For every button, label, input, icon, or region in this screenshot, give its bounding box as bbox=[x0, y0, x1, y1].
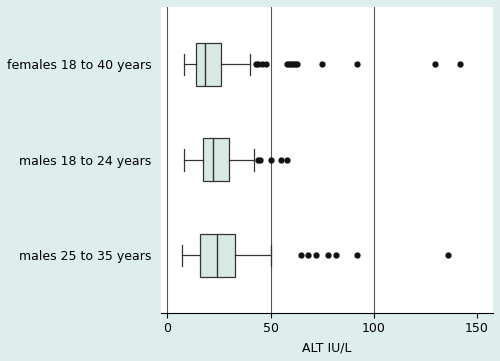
X-axis label: ALT IU/L: ALT IU/L bbox=[302, 341, 352, 354]
PathPatch shape bbox=[196, 43, 221, 86]
PathPatch shape bbox=[200, 234, 235, 277]
PathPatch shape bbox=[202, 138, 230, 181]
